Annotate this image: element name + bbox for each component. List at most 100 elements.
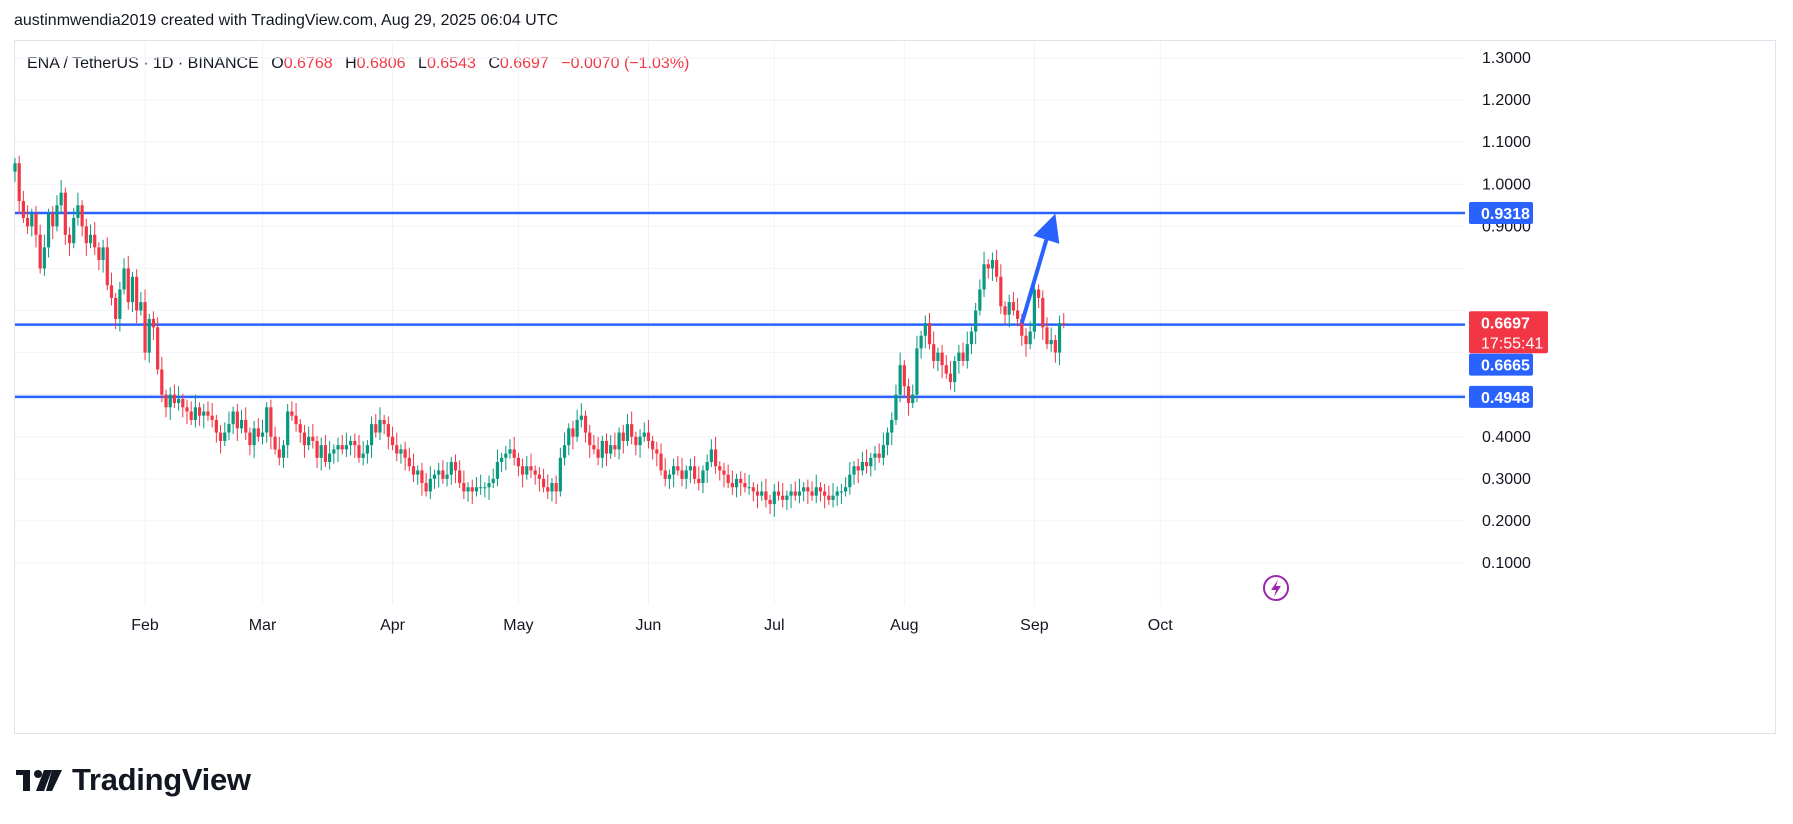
candle-body xyxy=(168,394,172,408)
candle-body xyxy=(911,394,915,404)
candle-body xyxy=(869,457,873,467)
candle-body xyxy=(516,457,520,467)
candle-body xyxy=(751,487,755,492)
candle-body xyxy=(416,470,420,475)
candle-body xyxy=(311,436,315,441)
candle-body xyxy=(84,226,88,244)
candle-body xyxy=(814,487,818,496)
candle-body xyxy=(441,470,445,479)
candle-body xyxy=(382,419,386,425)
candle-body xyxy=(659,453,663,471)
candle-body xyxy=(479,487,483,489)
candle-body xyxy=(600,440,604,458)
candle-body xyxy=(802,487,806,492)
candle-body xyxy=(734,478,739,488)
candle-body xyxy=(978,289,982,311)
candle-body xyxy=(302,432,307,446)
x-tick-label: Aug xyxy=(890,617,918,634)
candle-body xyxy=(718,466,722,471)
candle-body xyxy=(722,470,726,475)
candle-body xyxy=(466,487,470,492)
candle-body xyxy=(181,398,185,408)
event-flash-icon[interactable] xyxy=(1263,575,1289,601)
candle-body xyxy=(235,411,239,429)
candle-body xyxy=(1062,323,1066,325)
candle-body xyxy=(390,436,395,446)
candle-body xyxy=(51,213,55,227)
candle-body xyxy=(164,394,168,408)
candle-body xyxy=(948,373,953,383)
candle-body xyxy=(999,276,1003,307)
x-tick-label: Sep xyxy=(1020,617,1049,634)
candle-body xyxy=(344,445,349,450)
candle-body xyxy=(995,260,999,277)
candle-body xyxy=(130,276,135,303)
candle-body xyxy=(17,163,21,202)
candle-body xyxy=(915,348,919,395)
candle-body xyxy=(1041,297,1045,328)
candle-body xyxy=(462,483,466,492)
candle-body xyxy=(269,407,273,437)
candlestick-chart[interactable]: Feb Mar Apr May Jun Jul Aug Sep Oct 0.1000 0.2000 0… xyxy=(0,0,1793,740)
candle-body xyxy=(944,365,948,374)
candle-body xyxy=(500,457,504,462)
event-flash-icon-bolt xyxy=(1271,580,1281,597)
candle-body xyxy=(789,491,793,496)
legend-symbol: ENA / TetherUS · 1D · BINANCE xyxy=(27,55,259,72)
projection-arrowhead[interactable] xyxy=(1033,213,1060,244)
candle-body xyxy=(739,478,743,484)
candle-body xyxy=(147,318,151,353)
candle-body xyxy=(353,440,357,446)
candle-body xyxy=(575,419,579,437)
candle-body xyxy=(378,419,382,433)
candle-body xyxy=(1016,310,1020,319)
candle-body xyxy=(411,466,416,475)
candle-body xyxy=(831,495,835,500)
x-tick-label: Jul xyxy=(764,617,784,634)
candle-body xyxy=(307,436,311,446)
candle-body xyxy=(185,407,189,412)
candle-body xyxy=(810,491,814,496)
candle-body xyxy=(835,491,839,496)
candle-body xyxy=(105,247,109,286)
candle-body xyxy=(38,234,42,269)
candle-body xyxy=(13,163,17,172)
candle-body xyxy=(403,449,407,458)
y-tick-label: 1.2000 xyxy=(1482,92,1531,109)
candle-body xyxy=(848,474,852,488)
candle-body xyxy=(407,457,411,467)
candle-body xyxy=(688,466,692,471)
candle-body xyxy=(67,234,72,244)
candle-body xyxy=(579,415,583,420)
candle-body xyxy=(885,432,890,446)
candle-body xyxy=(533,470,537,475)
legend-low-value: 0.6543 xyxy=(426,55,476,72)
candle-body xyxy=(839,491,844,493)
candle-body xyxy=(1057,323,1062,353)
candle-body xyxy=(567,428,571,446)
candle-body xyxy=(743,483,747,488)
y-tick-label: 1.0000 xyxy=(1482,176,1531,193)
candle-body xyxy=(428,478,432,492)
candle-body xyxy=(248,432,252,446)
symbol-legend: ENA / TetherUS · 1D · BINANCE O0.6768 H0… xyxy=(27,55,689,73)
candle-body xyxy=(315,440,319,458)
candle-body xyxy=(336,445,340,450)
candle-body xyxy=(894,394,898,420)
candle-body xyxy=(705,462,709,471)
y-tick-label: 0.2000 xyxy=(1482,513,1531,530)
candle-body xyxy=(969,331,974,345)
candle-body xyxy=(709,449,713,462)
candle-body xyxy=(395,445,399,454)
candle-body xyxy=(634,436,638,446)
projection-arrow[interactable] xyxy=(1019,229,1052,324)
candle-body xyxy=(122,268,126,290)
y-tick-label: 0.1000 xyxy=(1482,555,1531,572)
candle-body xyxy=(470,487,474,492)
candle-body xyxy=(323,445,328,462)
legend-close-value: 0.6697 xyxy=(499,55,549,72)
candle-body xyxy=(873,453,877,458)
candle-body xyxy=(109,285,114,298)
candle-body xyxy=(646,432,651,441)
candle-body xyxy=(852,466,856,475)
